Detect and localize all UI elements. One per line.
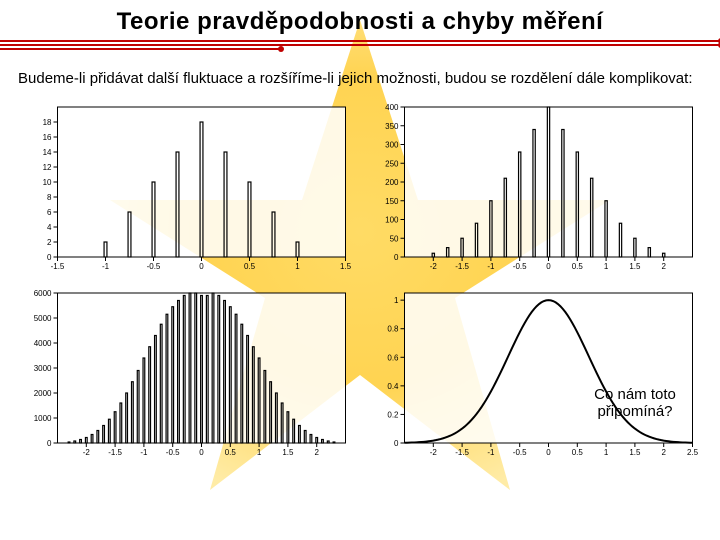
svg-text:350: 350 — [385, 122, 399, 131]
svg-text:-0.5: -0.5 — [513, 448, 527, 457]
svg-text:0.5: 0.5 — [572, 448, 584, 457]
svg-text:6: 6 — [47, 208, 52, 217]
svg-text:1: 1 — [257, 448, 262, 457]
svg-text:0: 0 — [394, 439, 399, 448]
svg-text:2: 2 — [661, 448, 666, 457]
svg-text:-1.5: -1.5 — [51, 262, 65, 271]
svg-text:14: 14 — [43, 148, 52, 157]
svg-text:2000: 2000 — [34, 389, 52, 398]
svg-text:400: 400 — [385, 103, 399, 112]
svg-text:0: 0 — [47, 253, 52, 262]
chart-top-right: 0 50 100 150 200 250 300 350 400 -2 -1.5 -1 -0.5 0 0.5… — [365, 99, 702, 279]
svg-text:-1: -1 — [487, 262, 495, 271]
svg-text:50: 50 — [390, 234, 399, 243]
svg-text:3000: 3000 — [34, 364, 52, 373]
svg-text:-0.5: -0.5 — [513, 262, 527, 271]
svg-text:1.5: 1.5 — [282, 448, 294, 457]
svg-text:6000: 6000 — [34, 289, 52, 298]
svg-text:16: 16 — [43, 133, 52, 142]
svg-text:-1.5: -1.5 — [455, 262, 469, 271]
svg-text:0.5: 0.5 — [244, 262, 256, 271]
chart-bottom-right: 0 0.2 0.4 0.6 0.8 1 -2 -1.5 -1 -0.5 0 0.5 1 1.5 2 2.5 — [365, 285, 702, 465]
svg-text:0: 0 — [47, 439, 52, 448]
svg-text:0: 0 — [199, 448, 204, 457]
svg-text:200: 200 — [385, 178, 399, 187]
svg-text:12: 12 — [43, 163, 52, 172]
svg-text:1: 1 — [604, 262, 609, 271]
svg-text:-1.5: -1.5 — [108, 448, 122, 457]
svg-text:-0.5: -0.5 — [166, 448, 180, 457]
svg-text:0: 0 — [199, 262, 204, 271]
svg-text:0.4: 0.4 — [387, 382, 399, 391]
svg-text:-2: -2 — [83, 448, 91, 457]
svg-text:10: 10 — [43, 178, 52, 187]
svg-text:5000: 5000 — [34, 314, 52, 323]
svg-text:0: 0 — [546, 262, 551, 271]
svg-text:0: 0 — [394, 253, 399, 262]
svg-text:2: 2 — [661, 262, 666, 271]
svg-text:300: 300 — [385, 140, 399, 149]
annotation-text: Co nám toto připomíná? — [580, 386, 690, 420]
intro-text: Budeme-li přidávat další fluktuace a roz… — [0, 60, 720, 95]
chart-bottom-left: 0 1000 2000 3000 4000 5000 6000 -2 -1.5 -1 -0.5 0 0.… — [18, 285, 355, 465]
svg-text:1: 1 — [394, 296, 399, 305]
svg-text:0.5: 0.5 — [225, 448, 237, 457]
svg-text:-1: -1 — [140, 448, 148, 457]
svg-text:-2: -2 — [430, 448, 438, 457]
page-title: Teorie pravděpodobnosti a chyby měření — [0, 0, 720, 40]
svg-text:1: 1 — [295, 262, 300, 271]
svg-text:1.5: 1.5 — [629, 448, 641, 457]
svg-text:4: 4 — [47, 223, 52, 232]
svg-text:0.2: 0.2 — [387, 410, 399, 419]
svg-text:0.8: 0.8 — [387, 324, 399, 333]
svg-text:1.5: 1.5 — [340, 262, 352, 271]
svg-text:0.5: 0.5 — [572, 262, 584, 271]
svg-text:-1: -1 — [487, 448, 495, 457]
svg-text:1.5: 1.5 — [629, 262, 641, 271]
svg-text:1: 1 — [604, 448, 609, 457]
svg-text:4000: 4000 — [34, 339, 52, 348]
svg-text:1000: 1000 — [34, 414, 52, 423]
chart-top-left: 0 2 4 6 8 10 12 14 16 18 -1.5 -1 -0.5 0 0.5 1 1.5 — [18, 99, 355, 279]
svg-text:2.5: 2.5 — [687, 448, 699, 457]
svg-text:8: 8 — [47, 193, 52, 202]
svg-text:2: 2 — [314, 448, 319, 457]
svg-text:0: 0 — [546, 448, 551, 457]
svg-text:0.6: 0.6 — [387, 353, 399, 362]
svg-text:250: 250 — [385, 159, 399, 168]
svg-text:-2: -2 — [430, 262, 438, 271]
svg-text:18: 18 — [43, 118, 52, 127]
title-underline-rules — [0, 40, 720, 60]
svg-text:-0.5: -0.5 — [147, 262, 161, 271]
svg-text:2: 2 — [47, 238, 52, 247]
svg-text:100: 100 — [385, 215, 399, 224]
svg-text:-1.5: -1.5 — [455, 448, 469, 457]
svg-text:150: 150 — [385, 197, 399, 206]
svg-text:-1: -1 — [102, 262, 110, 271]
